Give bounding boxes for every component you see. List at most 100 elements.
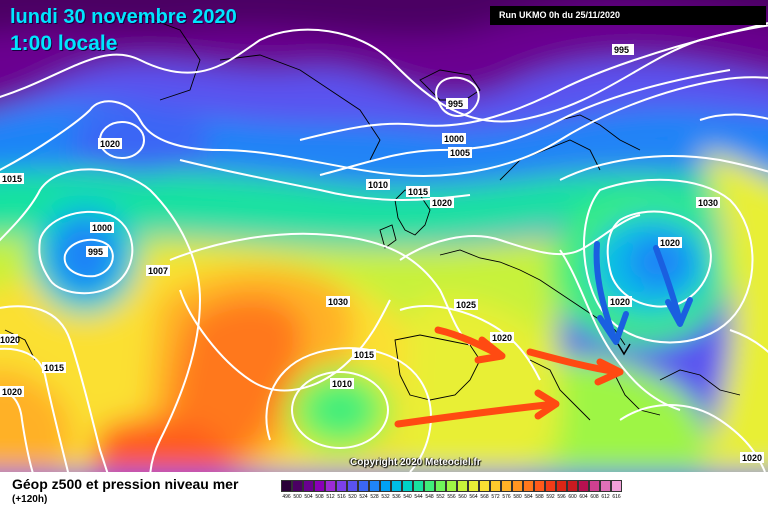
- isobar-label: 1030: [326, 296, 350, 307]
- svg-text:1007: 1007: [148, 266, 168, 276]
- isobar-labels: 995 1020 1015 1000 995 1007 1030 1015 10…: [0, 44, 764, 463]
- legend-label: 572: [491, 494, 500, 500]
- legend-color: [281, 480, 292, 492]
- isobar-label: 1020: [0, 334, 20, 345]
- isobar-label: 995: [86, 246, 108, 257]
- legend-swatch: 588: [534, 480, 545, 502]
- legend-label: 580: [513, 494, 522, 500]
- legend-swatch: 532: [380, 480, 391, 502]
- legend-label: 528: [370, 494, 379, 500]
- blue-arrow: [653, 245, 693, 327]
- isobar-label: 1020: [490, 332, 514, 343]
- legend-label: 512: [326, 494, 335, 500]
- legend-label: 540: [403, 494, 412, 500]
- legend-label: 584: [524, 494, 533, 500]
- forecast-lead-time: (+120h): [12, 494, 48, 505]
- legend-color: [402, 480, 413, 492]
- legend-swatch: 516: [336, 480, 347, 502]
- legend-label: 544: [414, 494, 423, 500]
- svg-text:1015: 1015: [44, 363, 64, 373]
- legend-swatch: 604: [578, 480, 589, 502]
- isobar-label: 1010: [330, 378, 354, 389]
- svg-text:995: 995: [448, 99, 463, 109]
- legend-color: [545, 480, 556, 492]
- svg-text:1020: 1020: [100, 139, 120, 149]
- legend-label: 588: [535, 494, 544, 500]
- isobar-label: 1015: [406, 186, 430, 197]
- legend-color: [413, 480, 424, 492]
- legend-label: 608: [590, 494, 599, 500]
- legend-label: 592: [546, 494, 555, 500]
- svg-text:1005: 1005: [450, 148, 470, 158]
- svg-text:1015: 1015: [408, 187, 428, 197]
- legend-label: 524: [359, 494, 368, 500]
- legend-color: [314, 480, 325, 492]
- legend-color: [292, 480, 303, 492]
- isobar-label: 1025: [454, 299, 478, 310]
- svg-text:1020: 1020: [660, 238, 680, 248]
- legend-label: 604: [579, 494, 588, 500]
- forecast-local-time: 1:00 locale: [10, 32, 118, 55]
- legend-swatch: 512: [325, 480, 336, 502]
- legend-color: [600, 480, 611, 492]
- legend-swatch: 556: [446, 480, 457, 502]
- legend-color: [578, 480, 589, 492]
- legend-label: 612: [601, 494, 610, 500]
- legend-swatch: 564: [468, 480, 479, 502]
- legend-color: [479, 480, 490, 492]
- legend-swatch: 584: [523, 480, 534, 502]
- legend-color: [303, 480, 314, 492]
- legend-swatch: 616: [611, 480, 622, 502]
- legend-color: [534, 480, 545, 492]
- legend-swatch: 572: [490, 480, 501, 502]
- isobar-label: 1015: [0, 173, 24, 184]
- legend-color: [501, 480, 512, 492]
- svg-text:1015: 1015: [2, 174, 22, 184]
- isobar-label: 1020: [608, 296, 632, 307]
- color-scale-legend: 496 500 504 508 512 516 520 524 528 532 536 540 544 5…: [281, 480, 622, 502]
- isobar-label: 1020: [0, 386, 24, 397]
- svg-text:1020: 1020: [492, 333, 512, 343]
- legend-label: 536: [392, 494, 401, 500]
- red-arrow: [394, 389, 560, 428]
- legend-color: [457, 480, 468, 492]
- legend-swatch: 500: [292, 480, 303, 502]
- isobar-label: 1015: [42, 362, 66, 373]
- red-arrow: [526, 348, 624, 386]
- legend-color: [325, 480, 336, 492]
- legend-label: 532: [381, 494, 390, 500]
- legend-swatch: 548: [424, 480, 435, 502]
- legend-swatch: 496: [281, 480, 292, 502]
- blue-arrow: [593, 241, 629, 345]
- legend-swatch: 552: [435, 480, 446, 502]
- legend-swatch: 596: [556, 480, 567, 502]
- svg-text:1025: 1025: [456, 300, 476, 310]
- svg-text:1020: 1020: [0, 335, 20, 345]
- legend-color: [380, 480, 391, 492]
- legend-color: [347, 480, 358, 492]
- legend-label: 564: [469, 494, 478, 500]
- legend-swatch: 544: [413, 480, 424, 502]
- svg-text:1010: 1010: [368, 180, 388, 190]
- legend-label: 496: [282, 494, 291, 500]
- legend-swatch: 536: [391, 480, 402, 502]
- legend-swatch: 576: [501, 480, 512, 502]
- legend-color: [424, 480, 435, 492]
- isobar-label: 1020: [98, 138, 122, 149]
- isobar-label: 995: [446, 98, 468, 109]
- svg-text:1000: 1000: [444, 134, 464, 144]
- isobar-label: 1030: [696, 197, 720, 208]
- legend-swatch: 528: [369, 480, 380, 502]
- legend-color: [589, 480, 600, 492]
- legend-label: 548: [425, 494, 434, 500]
- isobar-label: 1020: [658, 237, 682, 248]
- svg-text:995: 995: [88, 247, 103, 257]
- copyright: Copyright 2020 Meteociel.fr: [350, 457, 481, 468]
- isobar-label: 1010: [366, 179, 390, 190]
- legend-swatch: 568: [479, 480, 490, 502]
- isobar-label: 1015: [352, 349, 376, 360]
- svg-text:1000: 1000: [92, 223, 112, 233]
- legend-color: [523, 480, 534, 492]
- isobar-label: 1020: [430, 197, 454, 208]
